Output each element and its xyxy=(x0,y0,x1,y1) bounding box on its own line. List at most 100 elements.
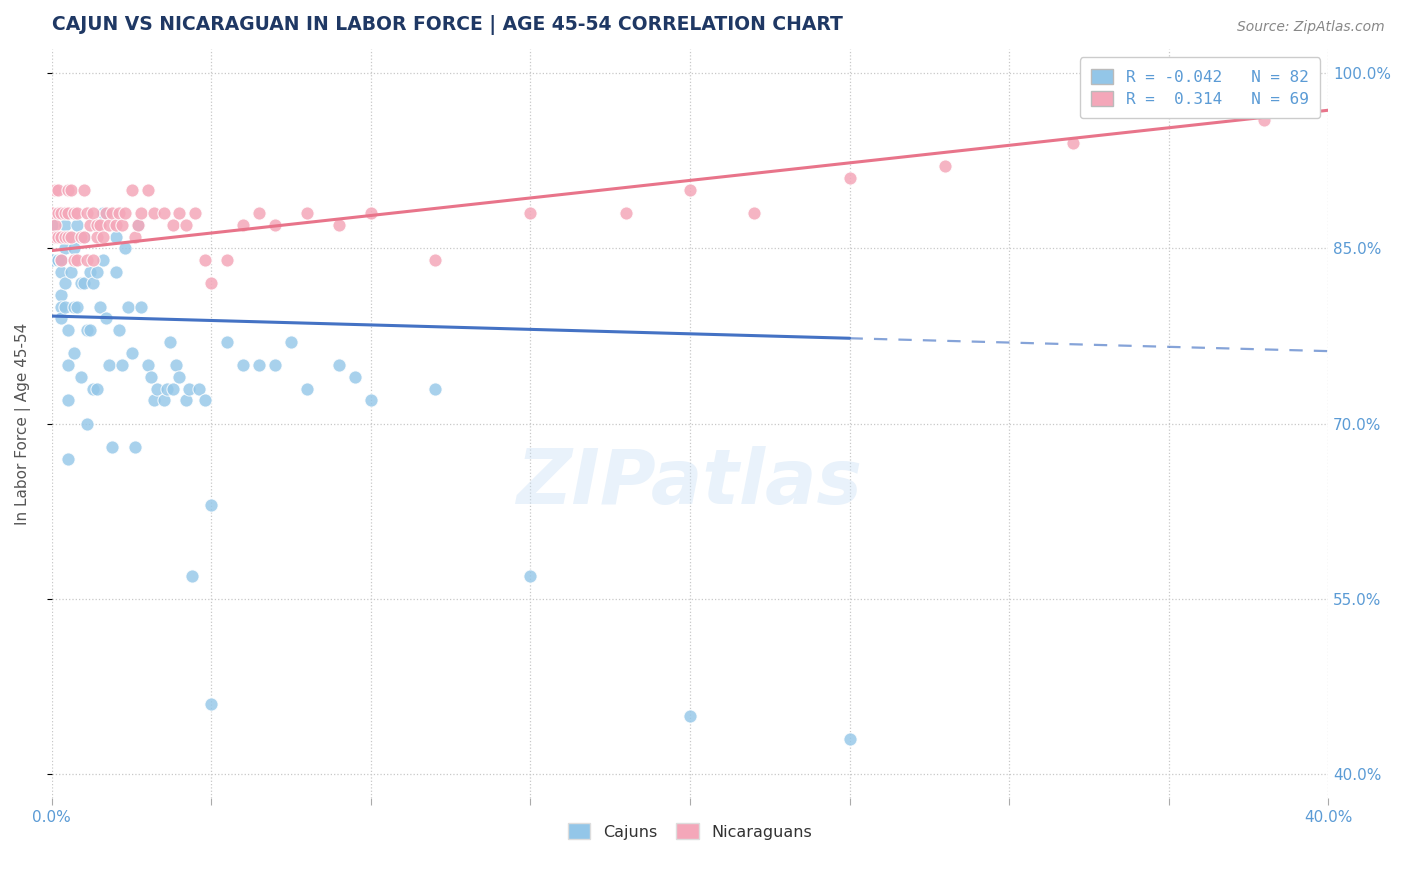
Point xyxy=(86,264,108,278)
Point xyxy=(423,382,446,396)
Point xyxy=(79,323,101,337)
Point xyxy=(53,277,76,291)
Point xyxy=(295,206,318,220)
Point xyxy=(217,252,239,267)
Point xyxy=(146,382,169,396)
Point xyxy=(194,393,217,408)
Point xyxy=(91,229,114,244)
Point xyxy=(101,440,124,454)
Point xyxy=(127,218,149,232)
Point xyxy=(169,369,191,384)
Point xyxy=(121,183,143,197)
Point xyxy=(59,229,82,244)
Y-axis label: In Labor Force | Age 45-54: In Labor Force | Age 45-54 xyxy=(15,323,31,524)
Point xyxy=(111,218,134,232)
Point xyxy=(159,334,181,349)
Point xyxy=(79,264,101,278)
Point xyxy=(82,206,104,220)
Point xyxy=(63,206,86,220)
Point xyxy=(46,206,69,220)
Point xyxy=(232,218,254,232)
Point xyxy=(136,183,159,197)
Point xyxy=(63,346,86,360)
Point xyxy=(56,206,79,220)
Point xyxy=(200,698,222,712)
Point xyxy=(121,346,143,360)
Point xyxy=(59,264,82,278)
Point xyxy=(679,183,702,197)
Point xyxy=(360,393,382,408)
Point xyxy=(53,229,76,244)
Point xyxy=(104,264,127,278)
Text: Source: ZipAtlas.com: Source: ZipAtlas.com xyxy=(1237,20,1385,34)
Point xyxy=(46,183,69,197)
Point xyxy=(86,218,108,232)
Point xyxy=(217,334,239,349)
Point xyxy=(79,218,101,232)
Point xyxy=(114,206,136,220)
Point xyxy=(129,206,152,220)
Point xyxy=(69,369,91,384)
Point xyxy=(41,252,63,267)
Point xyxy=(104,229,127,244)
Text: ZIPatlas: ZIPatlas xyxy=(517,447,863,521)
Point xyxy=(51,300,73,314)
Point xyxy=(56,451,79,466)
Point xyxy=(76,252,98,267)
Point xyxy=(66,252,89,267)
Point xyxy=(46,252,69,267)
Point xyxy=(129,300,152,314)
Point xyxy=(44,218,66,232)
Point xyxy=(934,160,956,174)
Point xyxy=(838,171,860,186)
Point xyxy=(519,206,541,220)
Point xyxy=(82,252,104,267)
Point xyxy=(56,323,79,337)
Point xyxy=(51,252,73,267)
Point xyxy=(1253,112,1275,127)
Point xyxy=(66,218,89,232)
Point xyxy=(53,218,76,232)
Point xyxy=(66,300,89,314)
Point xyxy=(200,277,222,291)
Point xyxy=(156,382,179,396)
Point xyxy=(280,334,302,349)
Point xyxy=(174,218,197,232)
Point xyxy=(247,206,270,220)
Point xyxy=(44,229,66,244)
Point xyxy=(295,382,318,396)
Point xyxy=(194,252,217,267)
Point xyxy=(742,206,765,220)
Point xyxy=(51,264,73,278)
Point xyxy=(174,393,197,408)
Point xyxy=(89,218,111,232)
Point xyxy=(184,206,207,220)
Point xyxy=(142,393,165,408)
Point xyxy=(56,229,79,244)
Point xyxy=(614,206,637,220)
Point xyxy=(127,218,149,232)
Point xyxy=(69,229,91,244)
Point xyxy=(108,206,131,220)
Point xyxy=(98,358,121,372)
Point xyxy=(82,382,104,396)
Point xyxy=(152,393,174,408)
Point xyxy=(69,277,91,291)
Point xyxy=(200,499,222,513)
Point xyxy=(56,358,79,372)
Point xyxy=(51,311,73,326)
Point xyxy=(41,206,63,220)
Point xyxy=(139,369,162,384)
Point xyxy=(46,252,69,267)
Point xyxy=(177,382,200,396)
Point xyxy=(53,206,76,220)
Point xyxy=(63,300,86,314)
Point xyxy=(169,206,191,220)
Point xyxy=(1062,136,1084,150)
Point xyxy=(136,358,159,372)
Point xyxy=(187,382,209,396)
Point xyxy=(117,300,139,314)
Point xyxy=(56,393,79,408)
Point xyxy=(51,206,73,220)
Point xyxy=(63,241,86,255)
